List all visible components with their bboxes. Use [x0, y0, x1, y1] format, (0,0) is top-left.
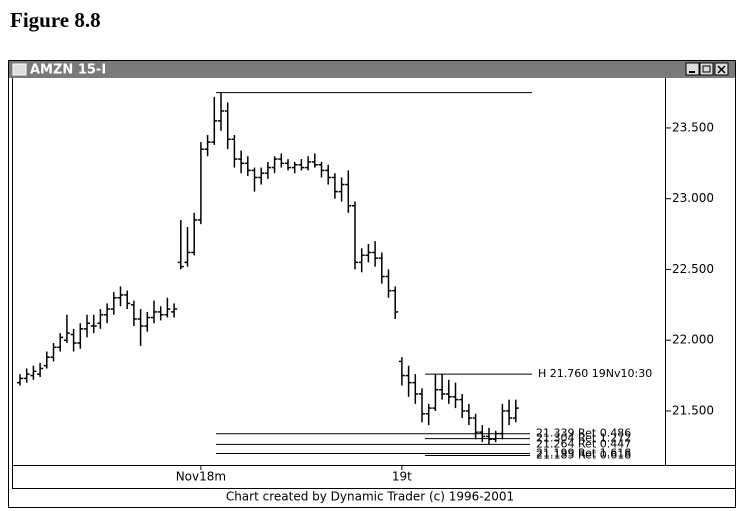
- window-buttons[interactable]: [685, 62, 729, 76]
- y-tick-label: 23.000: [672, 191, 714, 205]
- retracement-label: 21.304 Ret 1.272: [536, 432, 631, 445]
- figure-label: Figure 8.8: [10, 8, 101, 32]
- x-tick-label: Nov18m: [176, 470, 226, 484]
- y-tick-label: 21.500: [672, 403, 714, 417]
- x-tick-label: 19t: [392, 470, 412, 484]
- footer: Chart created by Dynamic Trader (c) 1996…: [226, 490, 514, 504]
- retracement-label: 21.264 Ret 0.447: [536, 437, 631, 450]
- y-tick-label: 22.000: [672, 333, 714, 347]
- retracement-label: 21.339 Ret 0.486: [536, 427, 631, 440]
- y-tick-label: 22.500: [672, 262, 714, 276]
- retracement-label: 21.185 Ret 0.618: [536, 449, 631, 462]
- window-title: AMZN 15-I: [30, 63, 106, 78]
- y-tick-label: 23.500: [672, 120, 714, 134]
- retracement-label: 21.199 Ret 1.618: [536, 447, 631, 460]
- swing-label: H 21.760 19Nv10:30: [538, 367, 652, 380]
- title-bar: [9, 61, 735, 78]
- window: [8, 60, 736, 508]
- window-icon: [12, 63, 27, 76]
